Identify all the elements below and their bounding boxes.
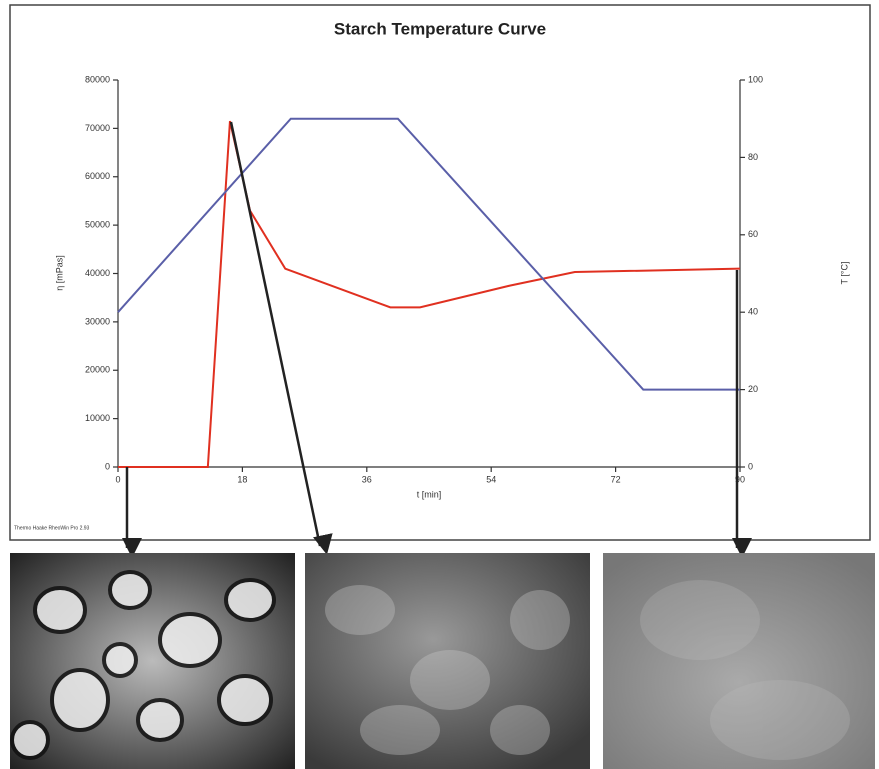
y-axis-label: η [mPas] — [54, 255, 64, 291]
y2-tick-label: 20 — [748, 384, 758, 394]
y2-axis-label: T [°C] — [839, 262, 849, 285]
y2-tick-label: 0 — [748, 461, 753, 471]
x-tick-label: 54 — [486, 474, 496, 484]
chart-frame — [10, 5, 870, 540]
y-tick-label: 10000 — [85, 413, 110, 423]
y-tick-label: 40000 — [85, 268, 110, 278]
footer: Thermo Haake RheoWin Pro 2.93 — [14, 525, 90, 531]
x-tick-label: 0 — [115, 474, 120, 484]
y2-tick-label: 100 — [748, 74, 763, 84]
y-tick-label: 0 — [105, 461, 110, 471]
x-tick-label: 18 — [237, 474, 247, 484]
chart-title: Starch Temperature Curve — [334, 19, 546, 38]
y-tick-label: 80000 — [85, 74, 110, 84]
y2-tick-label: 40 — [748, 307, 758, 317]
page: {"chart_data": {"type": "line", "title":… — [0, 0, 879, 769]
x-tick-label: 36 — [362, 474, 372, 484]
x-tick-label: 72 — [611, 474, 621, 484]
micrograph — [603, 553, 875, 769]
y2-tick-label: 80 — [748, 152, 758, 162]
y-tick-label: 20000 — [85, 365, 110, 375]
figure: Starch Temperature Curve t [min] η [mPas… — [0, 0, 879, 769]
y-tick-label: 50000 — [85, 220, 110, 230]
y-tick-label: 70000 — [85, 123, 110, 133]
y2-tick-label: 60 — [748, 229, 758, 239]
x-axis-label: t [min] — [417, 489, 442, 499]
y-tick-label: 30000 — [85, 316, 110, 326]
micrograph — [10, 553, 295, 769]
micrograph — [305, 553, 590, 769]
y-tick-label: 60000 — [85, 171, 110, 181]
